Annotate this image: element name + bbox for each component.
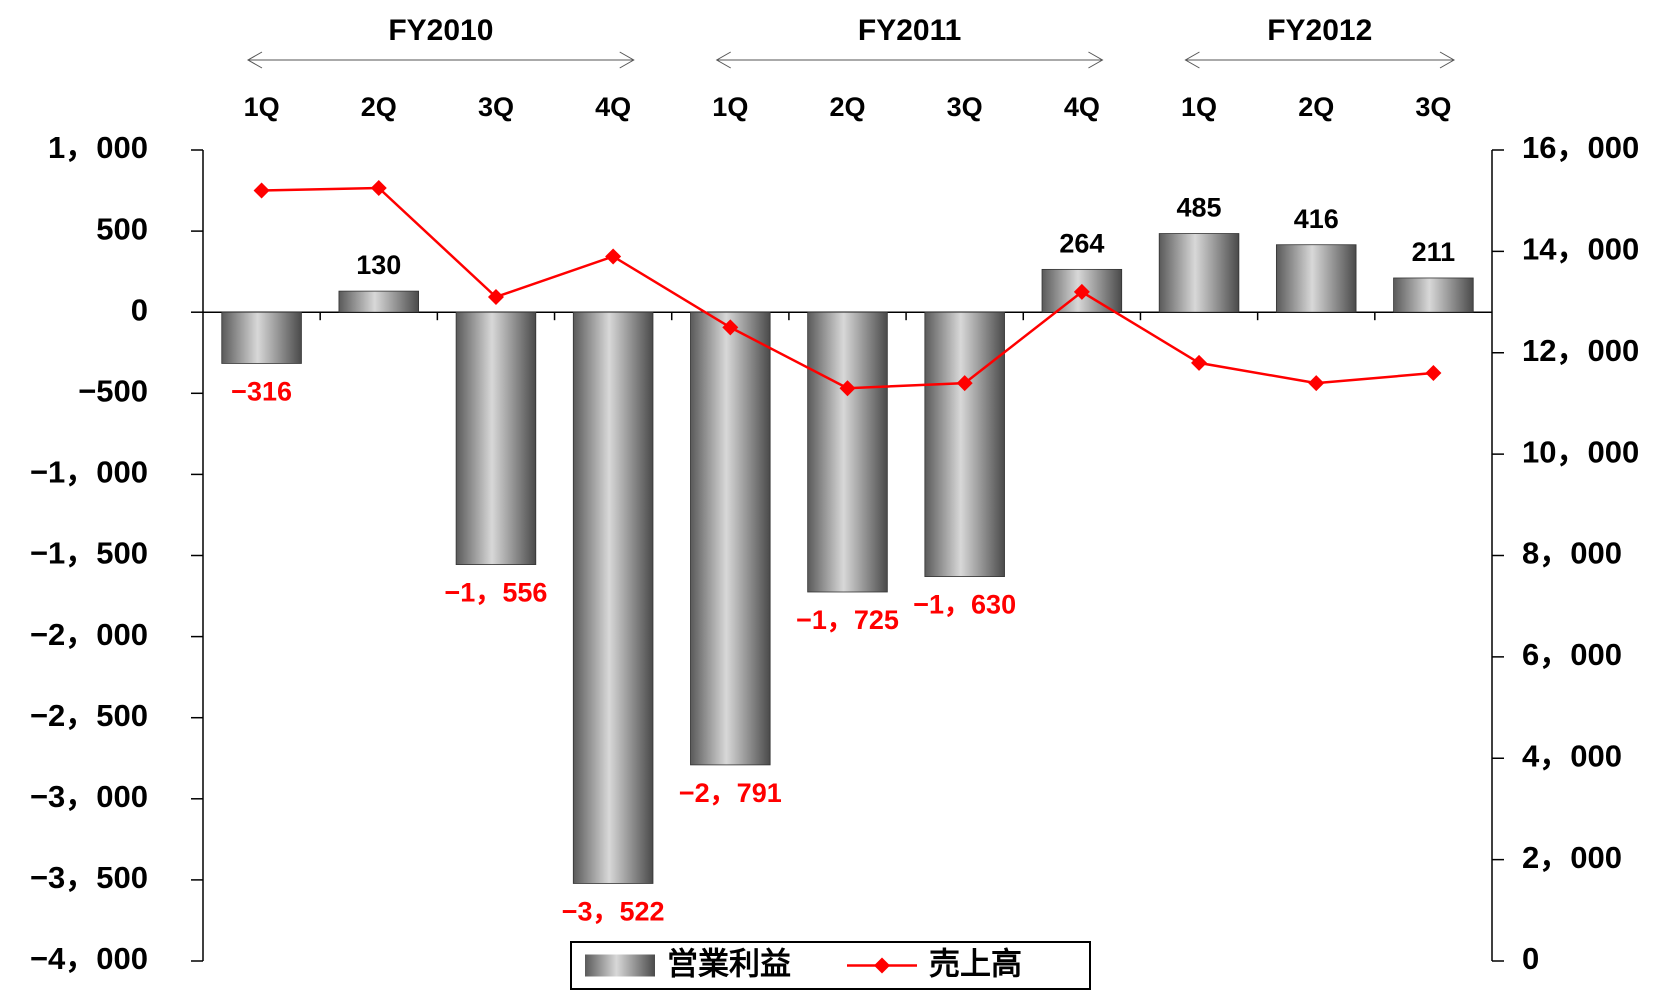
data-label: −3，522 — [562, 897, 665, 927]
x-tick-label: 2Q — [1298, 92, 1334, 122]
bar — [1393, 277, 1474, 313]
x-tick-label: 1Q — [712, 92, 748, 122]
data-label: 416 — [1294, 204, 1339, 234]
line-marker — [370, 180, 387, 197]
x-tick-label: 2Q — [829, 92, 865, 122]
y2-tick-label: 14，000 — [1522, 232, 1639, 267]
bar — [455, 311, 537, 565]
y-tick-label: 500 — [96, 211, 148, 246]
line-marker — [487, 288, 504, 305]
bar — [807, 311, 888, 593]
y-tick-label: −1，500 — [30, 536, 148, 571]
y-tick-label: −3，500 — [30, 860, 148, 895]
group-label: FY2011 — [858, 14, 961, 47]
bar — [690, 311, 771, 766]
y-tick-label: −1，000 — [30, 455, 148, 490]
legend-label: 営業利益 — [667, 947, 791, 982]
y2-tick-label: 6，000 — [1522, 637, 1622, 672]
arrow-head — [246, 51, 635, 69]
y-tick-label: 0 — [131, 292, 148, 327]
y2-tick-label: 2，000 — [1522, 840, 1622, 875]
bar — [221, 311, 302, 364]
data-label: 485 — [1177, 193, 1222, 223]
y2-tick-label: 0 — [1522, 941, 1539, 976]
bar — [1275, 244, 1357, 313]
legend-swatch — [585, 954, 655, 977]
line-marker — [839, 380, 856, 397]
data-label: 264 — [1059, 229, 1104, 259]
y2-tick-label: 12，000 — [1522, 333, 1639, 368]
y2-tick-label: 8，000 — [1522, 536, 1622, 571]
x-tick-label: 2Q — [361, 92, 397, 122]
data-label: 211 — [1412, 237, 1456, 267]
bar — [1158, 233, 1240, 313]
data-label: −1，556 — [445, 578, 548, 608]
group-label: FY2010 — [388, 14, 493, 47]
x-tick-label: 1Q — [244, 92, 280, 122]
data-label: −316 — [231, 377, 292, 407]
legend-marker — [874, 957, 890, 974]
line-marker — [253, 182, 270, 199]
data-label: 130 — [356, 250, 401, 280]
y-tick-label: −2，000 — [30, 617, 148, 652]
y2-tick-label: 4，000 — [1522, 738, 1622, 773]
data-label: −2，791 — [679, 778, 782, 808]
line-marker — [1308, 375, 1325, 392]
y-tick-label: −3，000 — [30, 779, 148, 814]
x-tick-label: 3Q — [478, 92, 514, 122]
line-marker — [956, 375, 973, 392]
bar — [338, 290, 420, 313]
line-marker — [605, 248, 622, 265]
arrow-head — [1184, 51, 1456, 69]
y2-tick-label: 10，000 — [1522, 434, 1639, 469]
y-tick-label: 1，000 — [48, 130, 148, 165]
legend — [570, 941, 1091, 990]
x-tick-label: 4Q — [1064, 92, 1100, 122]
legend-label: 売上高 — [929, 947, 1022, 982]
arrow-head — [715, 51, 1104, 69]
y2-tick-label: 16，000 — [1522, 130, 1639, 165]
line-marker — [1073, 283, 1090, 300]
y-tick-label: −4，000 — [30, 941, 148, 976]
y-tick-label: −500 — [78, 373, 148, 408]
line-marker — [1425, 365, 1442, 382]
data-label: −1，725 — [796, 605, 899, 635]
x-tick-label: 4Q — [595, 92, 631, 122]
bar — [924, 311, 1005, 577]
line-marker — [1191, 354, 1208, 371]
group-label: FY2012 — [1267, 14, 1372, 47]
bar — [572, 311, 654, 884]
data-label: −1，630 — [913, 590, 1016, 620]
line-marker — [722, 319, 739, 336]
x-tick-label: 3Q — [1415, 92, 1451, 122]
x-tick-label: 1Q — [1181, 92, 1217, 122]
x-tick-label: 3Q — [947, 92, 983, 122]
y-tick-label: −2，500 — [30, 698, 148, 733]
